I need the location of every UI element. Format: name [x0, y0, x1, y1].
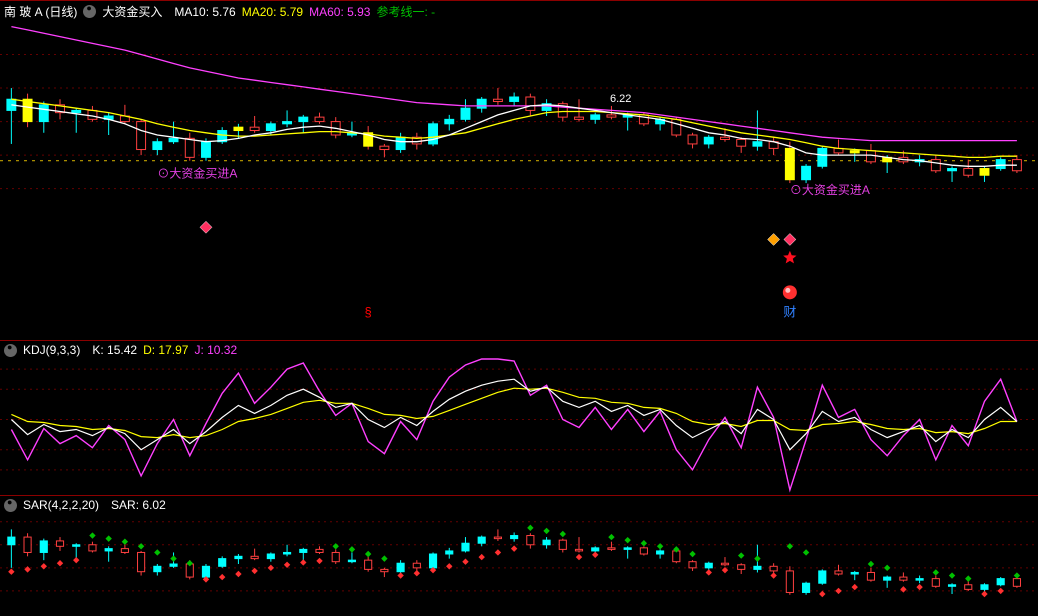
ma-label: MA20: 5.79 [242, 5, 303, 19]
sar-pane[interactable]: SAR(4,2,2,20) SAR: 6.02 [0, 495, 1038, 615]
ma-label: 参考线一: - [376, 5, 435, 19]
kdj-label: J: 10.32 [194, 343, 237, 357]
eye-icon[interactable] [4, 344, 17, 357]
kdj-header: KDJ(9,3,3) K: 15.42 D: 17.97 J: 10.32 [4, 343, 237, 357]
sar-title-label: SAR(4,2,2,20) [23, 498, 99, 512]
candlestick-chart[interactable]: 6.22 ⊙大资金买进A ⊙大资金买进A § 财 [0, 1, 1038, 341]
kdj-label: K: 15.42 [92, 343, 137, 357]
ma-labels: MA10: 5.76 MA20: 5.79 MA60: 5.93 参考线一: - [168, 3, 435, 20]
sar-chart[interactable] [0, 496, 1038, 616]
sar-label: SAR: 6.02 [111, 498, 166, 512]
ma-label: MA10: 5.76 [174, 5, 235, 19]
candlestick-pane[interactable]: 南 玻 A (日线) 大资金买入 MA10: 5.76 MA20: 5.79 MA6… [0, 0, 1038, 340]
sar-labels: SAR: 6.02 [105, 498, 166, 512]
sar-header: SAR(4,2,2,20) SAR: 6.02 [4, 498, 166, 512]
kdj-chart[interactable] [0, 341, 1038, 496]
indicator-title-label: 大资金买入 [102, 3, 162, 20]
eye-icon[interactable] [4, 499, 17, 512]
stock-title-label: 南 玻 A (日线) [4, 3, 77, 20]
kdj-label: D: 17.97 [143, 343, 188, 357]
ma-label: MA60: 5.93 [309, 5, 370, 19]
kdj-labels: K: 15.42 D: 17.97 J: 10.32 [86, 343, 237, 357]
eye-icon[interactable] [83, 5, 96, 18]
svg-text:⊙大资金买进A: ⊙大资金买进A [790, 182, 870, 197]
svg-text:财: 财 [783, 305, 796, 320]
svg-text:⊙大资金买进A: ⊙大资金买进A [157, 165, 237, 180]
svg-text:6.22: 6.22 [610, 93, 631, 105]
svg-text:§: § [365, 305, 372, 320]
kdj-title-label: KDJ(9,3,3) [23, 343, 80, 357]
kdj-pane[interactable]: KDJ(9,3,3) K: 15.42 D: 17.97 J: 10.32 [0, 340, 1038, 495]
main-header: 南 玻 A (日线) 大资金买入 MA10: 5.76 MA20: 5.79 MA6… [4, 3, 435, 20]
